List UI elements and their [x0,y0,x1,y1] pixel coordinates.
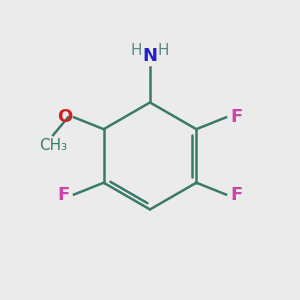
Text: H: H [158,44,169,59]
Text: H: H [131,44,142,59]
Text: F: F [230,108,243,126]
Text: CH₃: CH₃ [39,138,67,153]
Text: N: N [142,47,158,65]
Text: O: O [57,108,73,126]
Text: F: F [57,186,70,204]
Text: F: F [230,186,243,204]
